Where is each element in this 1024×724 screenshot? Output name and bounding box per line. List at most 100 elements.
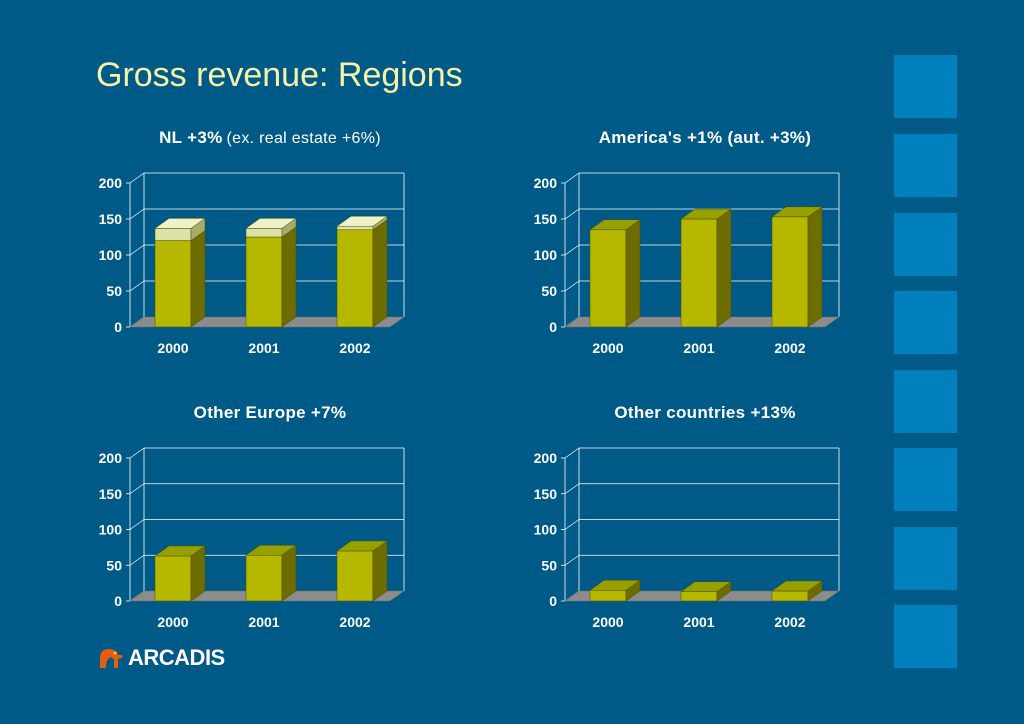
bar-top: [154, 218, 206, 229]
arcadis-logo: ARCADIS: [98, 643, 225, 673]
bar: [771, 590, 809, 602]
y-tick-label: 200: [534, 175, 558, 191]
chart-title-americas: America's +1% (aut. +3%): [598, 128, 812, 147]
side-square: [894, 213, 957, 276]
bar-top: [245, 544, 297, 556]
side-square: [894, 605, 957, 668]
y-tick-label: 0: [549, 319, 557, 335]
y-tick-label: 200: [534, 450, 558, 466]
bar-side: [807, 206, 823, 328]
arcadis-logo-text: ARCADIS: [128, 645, 225, 670]
bar: [336, 550, 374, 602]
bar-stack-segment: [336, 225, 374, 231]
gridline-depth: [564, 554, 580, 566]
gridline-depth: [564, 280, 580, 292]
bar-side: [716, 208, 732, 328]
bar-stack-segment: [154, 228, 192, 241]
side-square: [894, 291, 957, 354]
bar-side: [372, 540, 388, 602]
x-tick-label: 2002: [774, 614, 805, 630]
x-tick-label: 2001: [683, 614, 714, 630]
gridline-depth: [564, 244, 580, 256]
bar-side: [372, 219, 388, 328]
chart-title-nl-subtitle: (ex. real estate +6%): [226, 130, 381, 147]
x-tick-label: 2001: [248, 340, 279, 356]
y-tick-label: 150: [99, 211, 123, 227]
gridline-depth: [129, 447, 145, 459]
bar: [154, 555, 192, 602]
y-tick-label: 0: [114, 319, 122, 335]
slide-title: Gross revenue: Regions: [96, 56, 463, 94]
gridline-depth: [129, 554, 145, 566]
gridline-depth: [564, 483, 580, 495]
x-tick-label: 2002: [339, 340, 370, 356]
gridline-depth: [129, 208, 145, 220]
x-tick-label: 2002: [339, 614, 370, 630]
y-tick-label: 100: [99, 522, 123, 538]
gridline-depth: [129, 244, 145, 256]
x-tick-label: 2002: [774, 340, 805, 356]
x-tick-label: 2000: [157, 614, 188, 630]
y-tick-label: 150: [534, 211, 558, 227]
x-tick-label: 2000: [592, 614, 623, 630]
x-tick-label: 2001: [683, 340, 714, 356]
bar-top: [336, 540, 388, 552]
y-tick-label: 100: [99, 247, 123, 263]
chart-title-other-europe: Other Europe +7%: [193, 403, 347, 422]
y-tick-label: 50: [541, 557, 557, 573]
gridline-depth: [129, 519, 145, 530]
x-tick-label: 2000: [157, 340, 188, 356]
bar: [680, 218, 718, 328]
chart-title-other-countries: Other countries +13%: [614, 403, 796, 422]
gridline-depth: [564, 519, 580, 530]
gridline-depth: [129, 483, 145, 495]
arcadis-logo-icon: [100, 649, 123, 668]
bar: [680, 591, 718, 602]
chart-title-nl: NL +3% (ex. real estate +6%): [60, 128, 480, 148]
side-square: [894, 448, 957, 511]
y-tick-label: 0: [549, 593, 557, 609]
bar-top: [771, 580, 823, 592]
x-tick-label: 2000: [592, 340, 623, 356]
gridline-depth: [129, 172, 145, 184]
bar: [771, 216, 809, 328]
bar-top: [680, 208, 732, 220]
bar-side: [625, 219, 641, 328]
y-tick-label: 0: [114, 593, 122, 609]
y-tick-label: 100: [534, 522, 558, 538]
bar: [589, 590, 627, 602]
bar: [245, 236, 283, 328]
bar-top: [771, 206, 823, 218]
gridline-depth: [564, 447, 580, 459]
bar-top: [336, 215, 388, 227]
gridline-depth: [129, 280, 145, 292]
y-tick-label: 50: [106, 283, 122, 299]
bar: [336, 229, 374, 328]
chart-title-nl-main: NL +3%: [159, 128, 223, 147]
bar: [245, 554, 283, 602]
bar: [154, 240, 192, 328]
y-tick-label: 150: [99, 486, 123, 502]
bar-top: [589, 219, 641, 231]
y-tick-label: 200: [99, 450, 123, 466]
gridline-depth: [564, 172, 580, 184]
bar-stack-segment: [245, 228, 283, 238]
y-tick-label: 150: [534, 486, 558, 502]
y-tick-label: 100: [534, 247, 558, 263]
side-square: [894, 370, 957, 433]
side-square: [894, 55, 957, 118]
gridline-depth: [564, 208, 580, 220]
y-tick-label: 50: [541, 283, 557, 299]
bar-top: [245, 218, 297, 229]
y-tick-label: 50: [106, 557, 122, 573]
bar-side: [281, 226, 297, 328]
bar-top: [680, 581, 732, 592]
side-square: [894, 134, 957, 197]
x-tick-label: 2001: [248, 614, 279, 630]
y-tick-label: 200: [99, 175, 123, 191]
bar: [589, 229, 627, 328]
bar-top: [589, 580, 641, 591]
side-square: [894, 527, 957, 590]
bar-top: [154, 545, 206, 557]
